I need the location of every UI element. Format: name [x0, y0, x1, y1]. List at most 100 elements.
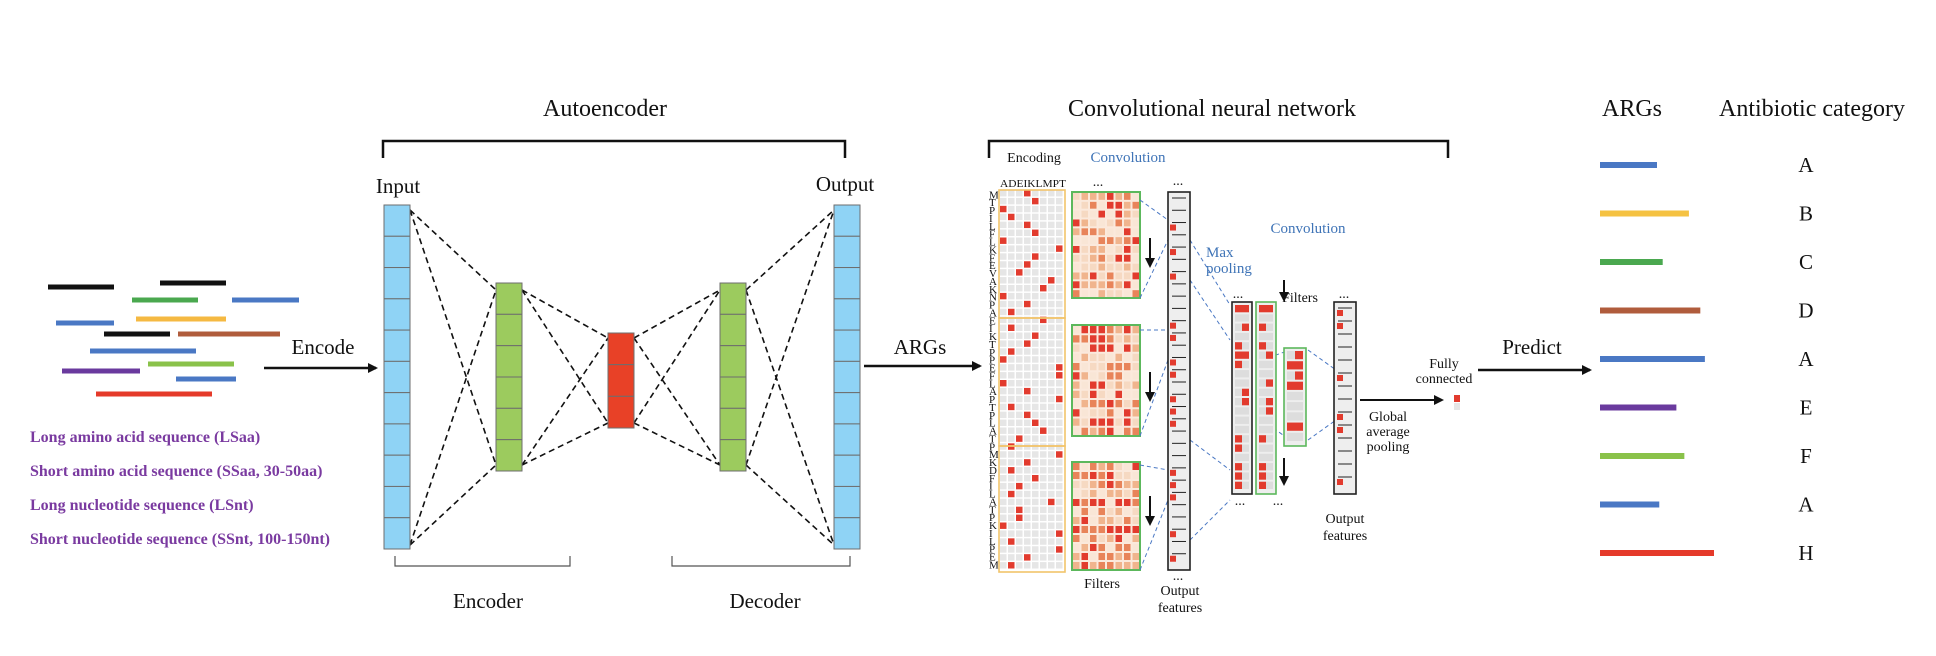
fully-connected-node-2	[1454, 403, 1460, 410]
encoding-cell	[1048, 498, 1055, 506]
filter-weight-cell	[1107, 254, 1114, 262]
output-feature-active	[1170, 555, 1176, 562]
filter-weight-cell	[1132, 210, 1139, 218]
cnn-connection-line	[1189, 499, 1231, 541]
sequence-letter: T	[989, 197, 996, 209]
filter-weight-cell	[1090, 193, 1097, 200]
sequence-letter: L	[989, 221, 996, 233]
filter-weight-cell	[1124, 335, 1131, 343]
encoding-cell	[1032, 356, 1039, 363]
sequence-letter: A	[989, 426, 997, 438]
cnn-connection-line	[1189, 239, 1231, 306]
filter-weight-cell	[1107, 363, 1114, 371]
filter-weight-cell	[1073, 390, 1080, 398]
filter-weight-cell	[1115, 272, 1122, 280]
filter-weight-cell	[1107, 263, 1114, 271]
filter-weight-cell	[1098, 463, 1105, 470]
output-neuron-cell	[833, 267, 861, 300]
filter-weight-cell	[1107, 272, 1114, 280]
encoding-cell	[1008, 364, 1015, 371]
filter-weight-cell	[1115, 544, 1122, 551]
filter-weight-cell	[1090, 390, 1097, 398]
filter-weight-cell	[1073, 246, 1080, 253]
encoding-cell	[1056, 451, 1063, 458]
filter-weight-cell	[1115, 562, 1122, 569]
filter-weight-cell	[1107, 481, 1114, 488]
filter-weight-cell	[1081, 363, 1088, 371]
encoder-label: Encoder	[453, 589, 523, 613]
encoding-cell	[1008, 261, 1015, 268]
sequence-letter: L	[989, 489, 996, 501]
pooled-feature-selected-cell	[1259, 444, 1266, 452]
encoding-cell	[1016, 285, 1023, 292]
filter-weight-cell	[1132, 562, 1139, 569]
encoding-cell	[1056, 546, 1063, 553]
encoding-cell	[1000, 324, 1007, 331]
filter-weight-cell	[1073, 335, 1080, 343]
encoding-cell	[1056, 530, 1063, 537]
sequence-letter: A	[989, 307, 997, 319]
encoding-cell	[1032, 411, 1039, 419]
filter-weight-cell	[1081, 472, 1088, 479]
encoding-cell	[1048, 356, 1055, 363]
filter-weight-cell	[1073, 535, 1080, 542]
pooled-feature-selected-cell	[1266, 453, 1273, 462]
encoding-cell	[1016, 387, 1023, 395]
second-filter-cell	[1287, 402, 1295, 411]
encoding-cell	[1048, 324, 1055, 331]
autoencoder-connection-line	[521, 422, 609, 466]
encoding-cell	[1000, 253, 1007, 260]
encoding-cell	[1056, 197, 1063, 205]
encoding-matrix	[998, 189, 1066, 573]
encoding-cell	[1056, 459, 1063, 466]
filter-weight-cell	[1081, 400, 1088, 408]
filter-weight-cell	[1098, 281, 1105, 289]
max-pooling-label: Max pooling	[1206, 245, 1252, 277]
encoding-cell	[1048, 190, 1055, 197]
output-feature-active	[1170, 494, 1176, 501]
sequence-letter: K	[989, 284, 997, 296]
filter-weight-cell	[1107, 381, 1114, 389]
encoding-cell	[1000, 562, 1007, 569]
encoding-cell	[1048, 277, 1055, 284]
encoding-cell	[1024, 205, 1031, 213]
filter-weight-cell	[1107, 210, 1114, 218]
filter-weight-cell	[1081, 237, 1088, 244]
encoding-cell	[1032, 245, 1039, 252]
filter-weight-cell	[1107, 201, 1114, 209]
filter-weight-cell	[1107, 390, 1114, 398]
filter-weight-cell	[1107, 237, 1114, 244]
cnn-connection-line	[1139, 199, 1169, 221]
encoding-cell	[1016, 269, 1023, 276]
encoding-cell	[1016, 229, 1023, 236]
output-label: Output	[816, 172, 875, 196]
filter-weight-cell	[1081, 272, 1088, 280]
sequence-letter: I	[989, 323, 993, 335]
encoding-cell	[1048, 213, 1055, 221]
encoding-cell	[1016, 308, 1023, 316]
filter-weight-cell	[1132, 418, 1139, 426]
filter-weight-cell	[1132, 390, 1139, 398]
encoding-cell	[1024, 459, 1031, 466]
autoencoder-connection-line	[521, 289, 609, 424]
bottleneck-neuron-cell	[607, 364, 635, 397]
sequence-letter: E	[989, 363, 996, 375]
encoding-cell	[1056, 213, 1063, 221]
encoding-cell	[1000, 197, 1007, 205]
encoding-cell	[1024, 530, 1031, 537]
filter-weight-cell	[1124, 219, 1131, 227]
pooled-feature-cell	[1242, 379, 1249, 387]
category-header: Antibiotic category	[1719, 96, 1905, 122]
cnn-connection-line	[1307, 419, 1337, 441]
filter-weight-cell	[1107, 526, 1114, 533]
filters-label: Filters	[1084, 577, 1120, 592]
second-filter-cell	[1295, 381, 1303, 390]
encoding-cell	[1000, 190, 1007, 197]
encoding-cell	[1040, 197, 1047, 205]
filter-weight-cell	[1081, 526, 1088, 533]
filter-weight-cell	[1090, 272, 1097, 280]
encoding-cell	[1016, 403, 1023, 411]
pooled-feature-selected-cell	[1259, 342, 1266, 350]
encoding-cell	[1048, 387, 1055, 395]
sequence-letter: V	[989, 268, 997, 280]
